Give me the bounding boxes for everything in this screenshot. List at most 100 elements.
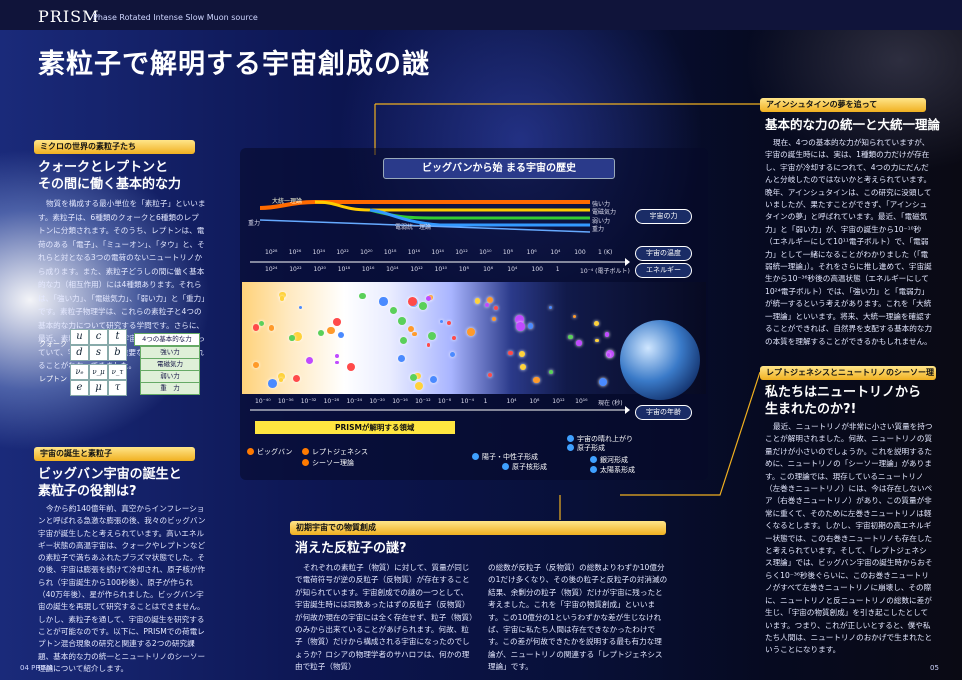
tick-label: 10¹⁸ — [383, 249, 397, 256]
particle-dot — [595, 338, 599, 343]
tick-label: 10¹⁴ — [386, 266, 399, 273]
footer-left: 04 PRISM — [20, 664, 53, 672]
particle-dot — [428, 331, 437, 340]
force-name-em: 電磁気力 — [592, 209, 617, 216]
tick-label: 10²⁴ — [265, 266, 278, 273]
particle-dot — [305, 357, 313, 365]
particle-dot — [379, 297, 388, 306]
quark-s: s — [89, 345, 108, 361]
prism-region-bar: PRISMが解明する領域 — [255, 421, 455, 434]
particle-dot — [359, 292, 367, 300]
particle-dot — [486, 297, 493, 304]
tick-label: 10⁻³² — [300, 398, 317, 405]
tick-label: 10²² — [289, 266, 302, 273]
section-body-matter-1: それぞれの素粒子（物質）に対して、質量が同じで電荷符号が逆の反粒子（反物質）が存… — [295, 563, 473, 672]
particle-dot — [418, 301, 427, 310]
section-label-birth: 宇宙の誕生と素粒子 — [34, 447, 195, 461]
particle-dot — [293, 375, 301, 383]
tick-label: 10⁶ — [483, 266, 494, 273]
dot-icon — [247, 448, 254, 455]
section-label-micro: ミクロの世界の素粒子たち — [34, 140, 195, 154]
particle-dot — [606, 350, 615, 359]
particle-dot — [279, 291, 286, 299]
force-line-electroweak: 電弱統一理論 — [395, 224, 432, 231]
top-bar — [0, 0, 962, 30]
tick-label: 10²⁰ — [360, 249, 373, 256]
quark-c: c — [89, 329, 108, 345]
particle-dot — [408, 297, 418, 306]
particle-dot — [268, 379, 277, 389]
tick-label: 10¹² — [552, 398, 565, 405]
tick-label: 10¹⁰ — [479, 249, 492, 256]
tick-label: 10¹⁸ — [337, 266, 351, 273]
particle-dot — [398, 354, 406, 362]
tick-label: 10¹⁶ — [575, 398, 588, 405]
event-galaxy: 銀河形成 — [590, 455, 628, 465]
particle-dot — [493, 306, 498, 311]
particle-dot — [515, 322, 525, 331]
dot-icon — [567, 435, 574, 442]
force-name-weak: 弱い力 — [592, 218, 611, 225]
tick-label: 10⁻¹² — [415, 398, 431, 405]
tick-label: 1 — [483, 398, 488, 405]
event-bigbang: ビッグバン — [247, 447, 292, 457]
event-solar: 太陽系形成 — [590, 465, 635, 475]
page-title: 素粒子で解明する宇宙創成の謎 — [38, 49, 430, 80]
particle-dot — [429, 376, 437, 384]
tick-label: 10⁻⁸ — [437, 398, 452, 405]
chart-title: ビッグバンから始 まる宇宙の歴史 — [383, 158, 615, 179]
particle-dot — [451, 336, 456, 341]
particle-dot — [335, 360, 339, 365]
particle-table: クォーク レプトン — [15, 329, 210, 389]
event-nucleon: 陽子・中性子形成 — [472, 452, 538, 462]
section-heading-birth: ビッグバン宇宙の誕生と 素粒子の役割は? — [38, 467, 182, 499]
tick-label: 10²⁸ — [265, 249, 278, 256]
dot-icon — [502, 463, 509, 470]
tick-label: 1 (K) — [598, 249, 613, 256]
particle-dot — [347, 362, 356, 371]
particle-dot — [593, 320, 600, 327]
lepton-nue: νₑ — [70, 364, 89, 380]
section-body-matter-2: の総数が反粒子（反物質）の総数よりわずか10億分の1だけ多くなり、その後の粒子と… — [488, 563, 668, 672]
lepton-numu: ν_μ — [89, 364, 108, 380]
particle-dot — [299, 305, 303, 309]
tick-label: 10¹⁰ — [434, 266, 448, 273]
dot-icon — [302, 459, 309, 466]
tick-label: 10⁶ — [526, 249, 537, 256]
tick-label: 10⁴ — [506, 398, 517, 405]
particle-dot — [397, 317, 406, 325]
particle-dot — [491, 316, 496, 321]
force-line-gut: 大統一理論 — [272, 198, 303, 205]
particle-dot — [533, 376, 540, 384]
lepton-nutau: ν_τ — [108, 364, 127, 380]
dot-icon — [302, 448, 309, 455]
force-gravity: 重 力 — [140, 382, 200, 395]
quark-u: u — [70, 329, 89, 345]
event-leptogenesis: レプトジェネシス — [302, 447, 368, 457]
forces-header: 4つの基本的な力 — [134, 333, 200, 346]
label-temperature: 宇宙の温度 — [635, 246, 692, 261]
particle-dot — [412, 331, 417, 337]
quark-label: クォーク — [39, 340, 67, 348]
tick-label: 10²⁶ — [288, 249, 302, 256]
particle-dot — [327, 327, 335, 335]
forces-diagram — [259, 200, 591, 233]
particle-dot — [487, 372, 493, 377]
tick-label: 10⁻⁴ (電子ボルト) — [580, 268, 630, 275]
particle-dot — [568, 334, 573, 340]
particle-dot — [415, 381, 424, 391]
quark-t: t — [108, 329, 127, 345]
particle-dot — [399, 337, 407, 345]
tick-label: 10⁸ — [529, 398, 540, 405]
section-label-seesaw: レプトジェネシスとニュートリノのシーソー理論 — [760, 366, 936, 391]
particle-dot — [485, 302, 490, 308]
label-energy: エネルギー — [635, 263, 692, 278]
brand-name: PRISM — [38, 7, 100, 26]
particle-dot — [279, 296, 284, 301]
tick-label: 10¹⁶ — [407, 249, 421, 256]
section-heading-neutrino: 私たちはニュートリノから 生まれたのか?! — [765, 385, 922, 417]
particle-dot — [390, 307, 397, 315]
particle-dot — [278, 377, 284, 383]
particle-dot — [439, 319, 444, 324]
particle-dot — [515, 315, 525, 325]
